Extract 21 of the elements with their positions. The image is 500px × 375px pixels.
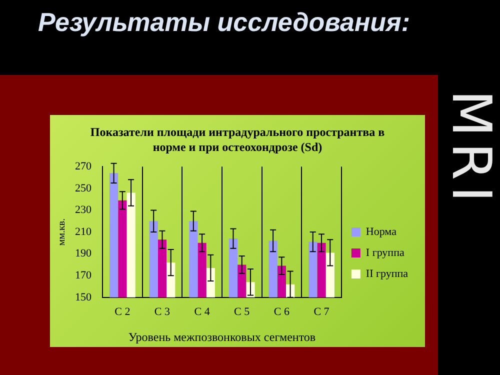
legend-label: Норма	[366, 226, 397, 238]
y-tick-label: 150	[75, 291, 92, 304]
chart-title: Результаты исследования:	[38, 7, 412, 37]
y-tick-label: 230	[75, 204, 92, 216]
y-tick-label: 170	[75, 269, 92, 282]
chart-subtitle: Показатели площади интрадурального пространтва в норме и при остеохондрозе (Sd)	[89, 125, 386, 155]
legend-label: II группа	[366, 268, 408, 280]
y-tick-label: 190	[75, 248, 92, 260]
x-tick-label: С 6	[274, 306, 290, 318]
x-tick-label: С 3	[154, 306, 171, 318]
legend-label: I группа	[366, 246, 404, 259]
x-tick-label: С 2	[114, 306, 130, 318]
x-tick-label: С 7	[314, 306, 330, 318]
text: MRI	[440, 90, 500, 208]
x-tick-label: С 5	[234, 306, 250, 318]
y-tick-label: 250	[75, 182, 92, 194]
y-tick-label: 210	[75, 226, 92, 238]
x-tick-label: С 4	[194, 306, 210, 318]
y-axis-title: мм.кв.	[56, 218, 68, 246]
y-tick-label: 270	[75, 160, 92, 172]
x-axis-title: Уровень межпозвонковых сегментов	[128, 330, 316, 344]
